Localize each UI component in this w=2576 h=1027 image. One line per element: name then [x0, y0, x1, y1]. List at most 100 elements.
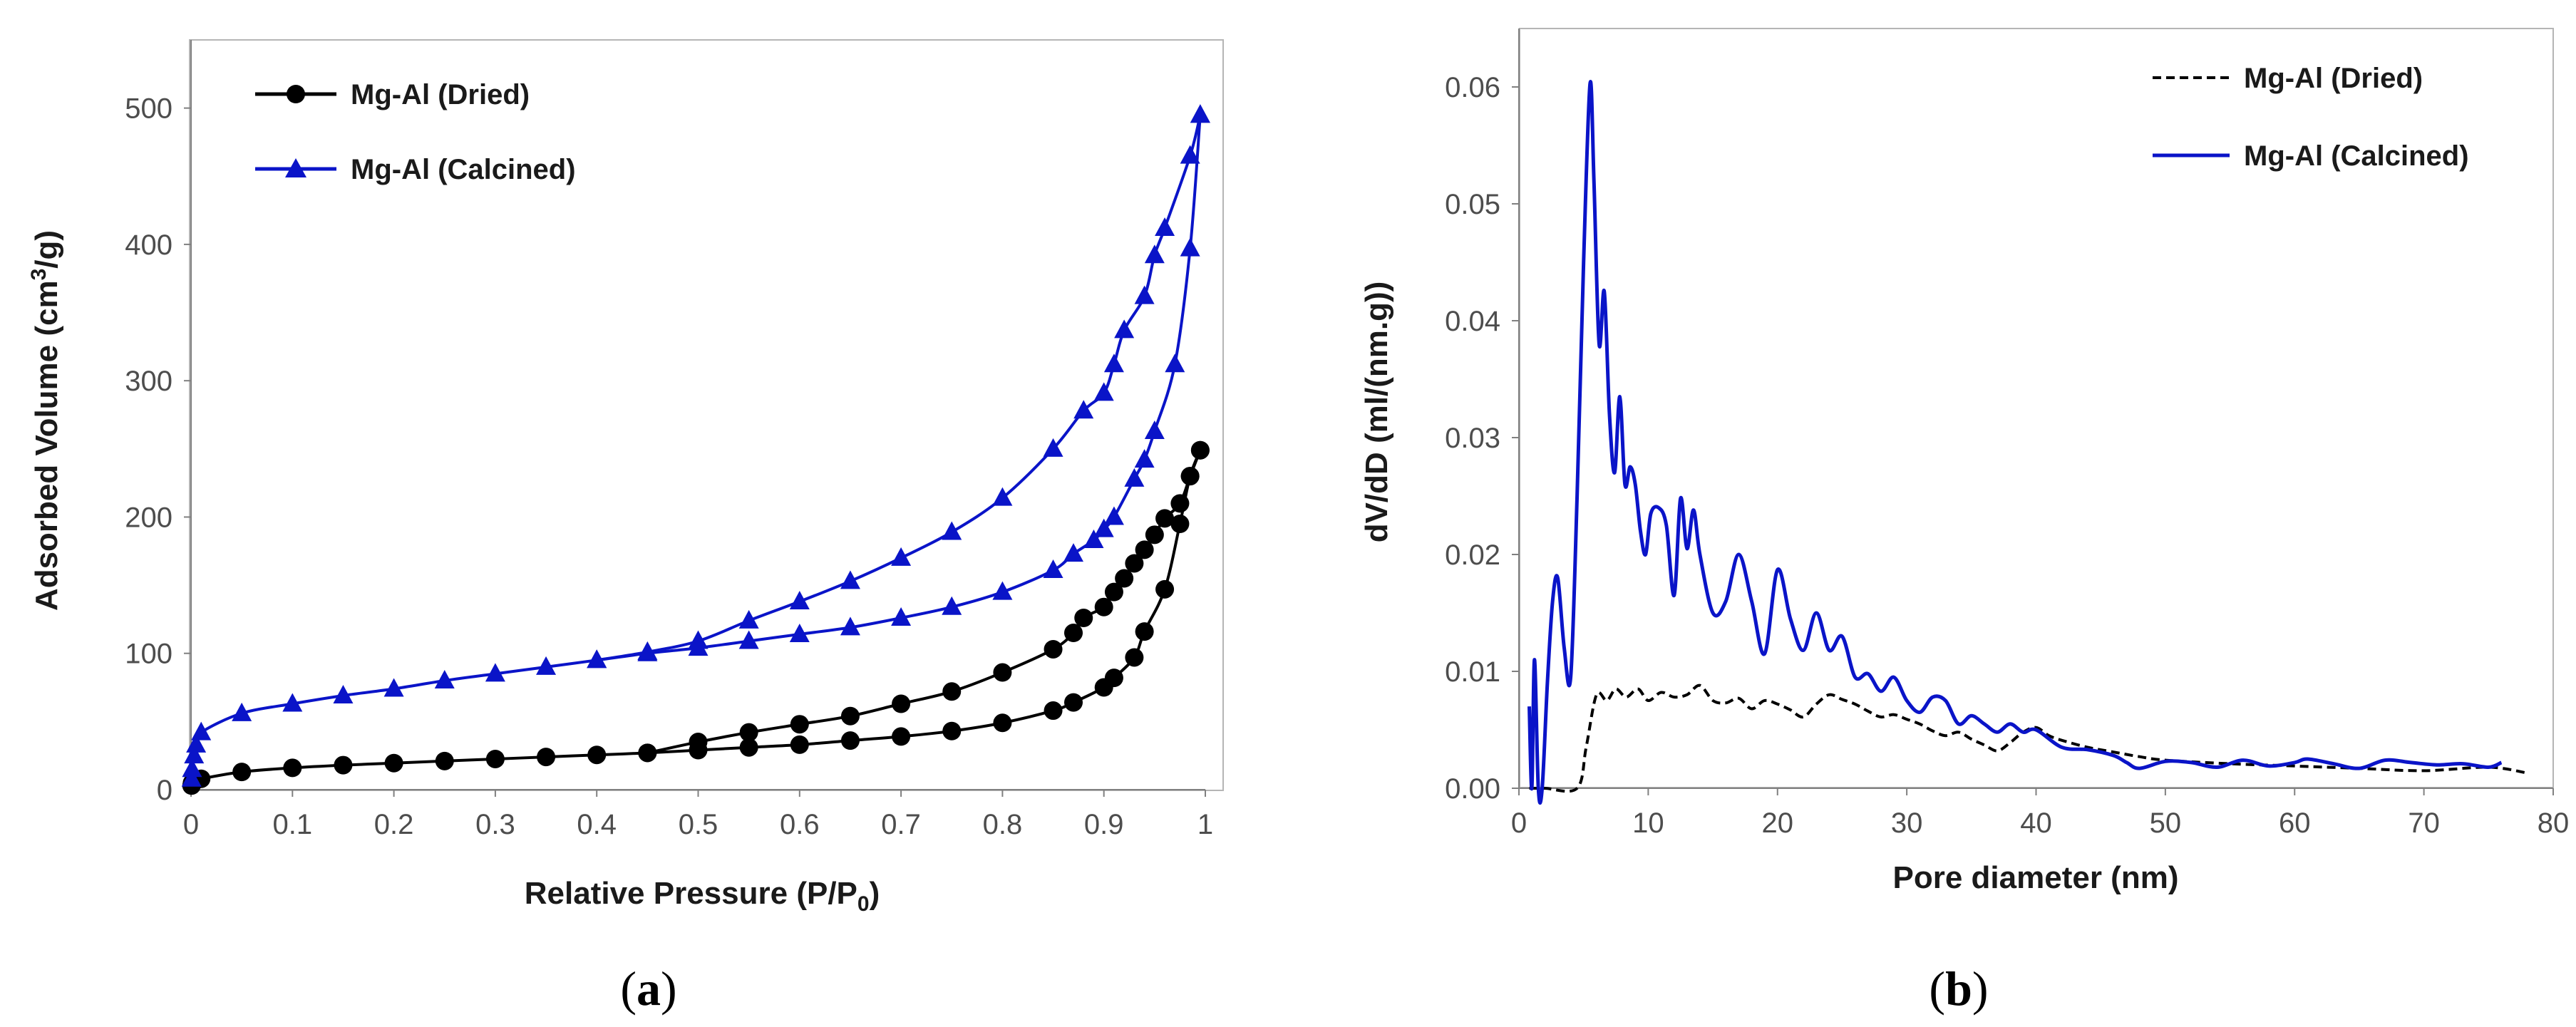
panel-a-calcined-point	[282, 693, 303, 712]
panel-a-calcined-point	[738, 609, 759, 629]
panel-a-calcined-point	[1190, 104, 1210, 123]
panel-b-dried-line	[1529, 683, 2528, 793]
panel-b-caption-letter: b	[1945, 961, 1972, 1016]
panel-a-y-tick-label: 500	[125, 93, 172, 125]
panel-a-x-tick-label: 0.8	[983, 809, 1023, 840]
panel-a-calcined-point	[182, 758, 202, 778]
panel-a-calcined-point	[181, 768, 202, 787]
panel-a-calcined-point	[333, 685, 354, 704]
panel-a-dried-point	[1064, 693, 1083, 712]
panel-a-dried-point	[942, 682, 962, 701]
panel-b-caption: (b)	[1929, 961, 1988, 1016]
panel-a-dried-point	[1135, 622, 1154, 641]
legend-calcined-marker	[285, 158, 306, 177]
panel-a-dried-point	[840, 731, 860, 750]
panel-a-dried-point	[1135, 540, 1154, 559]
panel-a-calcined-point	[1093, 518, 1114, 537]
panel-a-dried-point	[232, 763, 252, 782]
panel-b-chart: 0 10 20 30 40 50 60 70 80 0.00 0.01 0.02 0.03 0.04 0.0…	[1359, 28, 2569, 1016]
panel-b-axes: 0 10 20 30 40 50 60 70 80 0.00 0.01 0.02 0.03 0.04 0.0…	[1445, 29, 2569, 839]
panel-a-dried-point	[1115, 569, 1134, 588]
panel-a-calcined-point	[1155, 217, 1175, 236]
panel-a-dried-point	[1190, 440, 1210, 460]
panel-a-caption-close: )	[661, 961, 677, 1016]
panel-b-y-axis-label: dV/dD (ml/(nm.g))	[1359, 282, 1394, 543]
panel-a-dried-point	[892, 694, 911, 713]
panel-a-dried-point	[334, 755, 353, 775]
panel-a-ylabel-sup: 3	[27, 269, 51, 281]
panel-a-calcined-point	[738, 630, 759, 649]
panel-b-y-tick-label: 0.04	[1445, 306, 1500, 337]
panel-a-dried-point	[638, 743, 657, 763]
panel-b-x-tick-label: 40	[2020, 807, 2052, 839]
panel-b-x-tick-label: 70	[2408, 807, 2440, 839]
panel-a-dried-point	[689, 733, 708, 752]
panel-b-caption-open: (	[1929, 961, 1945, 1016]
panel-a-dried-point	[1125, 554, 1144, 573]
panel-b-x-tick-label: 30	[1891, 807, 1923, 839]
panel-a-dried-point	[739, 723, 758, 742]
panel-a-x-tick-label: 0.2	[374, 809, 414, 840]
legend-dried-label: Mg-Al (Dried)	[351, 79, 530, 110]
panel-a-calcined-point	[1144, 420, 1165, 439]
panel-a-dried-point	[435, 751, 454, 770]
panel-a-calcined-point	[1134, 449, 1155, 468]
panel-a-legend: Mg-Al (Dried) Mg-Al (Calcined)	[255, 79, 576, 185]
panel-a-calcined-point	[485, 663, 505, 682]
panel-a-calcined-point	[232, 702, 252, 721]
panel-a-calcined-point	[1124, 468, 1145, 487]
panel-a-markers	[181, 104, 1210, 795]
panel-a-calcined-point	[688, 630, 709, 649]
legend-calcined-label: Mg-Al (Calcined)	[351, 154, 576, 185]
panel-a-axes: 0 0.1 0.2 0.3 0.4 0.5 0.6 0.7 0.8 0.9 1 0 100 200 300 4…	[125, 40, 1213, 840]
panel-a-calcined-point	[1103, 506, 1124, 525]
panel-a-caption-letter: a	[637, 961, 661, 1016]
panel-a-x-tick-label: 0.5	[679, 809, 718, 840]
panel-a-calcined-point	[434, 669, 455, 688]
panel-a-calcined-point	[1134, 285, 1155, 304]
panel-a-dried-point	[993, 663, 1012, 682]
panel-a-calcined-point	[587, 649, 607, 669]
legend-b-dried-label: Mg-Al (Dried)	[2244, 63, 2423, 94]
panel-a-calcined-point	[1043, 559, 1063, 579]
panel-b-x-tick-label: 80	[2538, 807, 2570, 839]
panel-a-calcined-point	[637, 641, 658, 660]
panel-a-ylabel-text: Adsorbed Volume (cm	[29, 280, 64, 611]
panel-b-y-tick-label: 0.00	[1445, 773, 1500, 805]
panel-a-calcined-point	[1114, 319, 1135, 339]
panel-b-y-tick-label: 0.03	[1445, 423, 1500, 454]
panel-a-y-axis-label: Adsorbed Volume (cm3/g)	[27, 230, 64, 611]
panel-b-x-tick-label: 50	[2150, 807, 2182, 839]
panel-b-calcined-line	[1527, 80, 2503, 805]
panel-a-x-tick-label: 0.3	[475, 809, 515, 840]
panel-a-calcined-point	[840, 570, 860, 589]
panel-a-xlabel-text: Relative Pressure (P/P	[525, 876, 857, 911]
panel-a-dried-point	[840, 706, 860, 726]
panel-b-x-tick-label: 60	[2279, 807, 2311, 839]
panel-b-x-tick-label: 20	[1762, 807, 1794, 839]
legend-dried-marker	[287, 85, 305, 103]
panel-a-plot-frame	[189, 39, 1224, 791]
panel-a-calcined-point	[992, 487, 1013, 506]
panel-a-dried-point	[283, 758, 302, 778]
panel-a-calcined-point	[1083, 529, 1104, 548]
panel-a-calcined-point	[789, 591, 810, 610]
panel-a-xlabel-sub: 0	[857, 892, 870, 916]
panel-a-chart: 0 0.1 0.2 0.3 0.4 0.5 0.6 0.7 0.8 0.9 1 0 100 200 300 4…	[27, 39, 1224, 1016]
panel-a-dried-point	[587, 745, 607, 765]
panel-a-dried-point	[1155, 509, 1175, 528]
panel-a-dried-point	[739, 738, 758, 757]
panel-a-calcined-point	[383, 678, 404, 697]
panel-a-calcined-point	[186, 733, 207, 753]
panel-a-dried-point	[1125, 648, 1144, 667]
panel-a-x-tick-label: 0.9	[1084, 809, 1124, 840]
panel-b-caption-close: )	[1972, 961, 1989, 1016]
panel-a-dried-point	[1170, 515, 1190, 534]
panel-a-dried-point	[892, 727, 911, 746]
panel-a-dried-point	[537, 748, 556, 767]
panel-b-x-tick-label: 10	[1632, 807, 1664, 839]
panel-a-calcined-point	[184, 745, 205, 764]
panel-a-calcined-desorption-line	[596, 114, 1202, 662]
panel-a-calcined-point	[536, 656, 557, 675]
